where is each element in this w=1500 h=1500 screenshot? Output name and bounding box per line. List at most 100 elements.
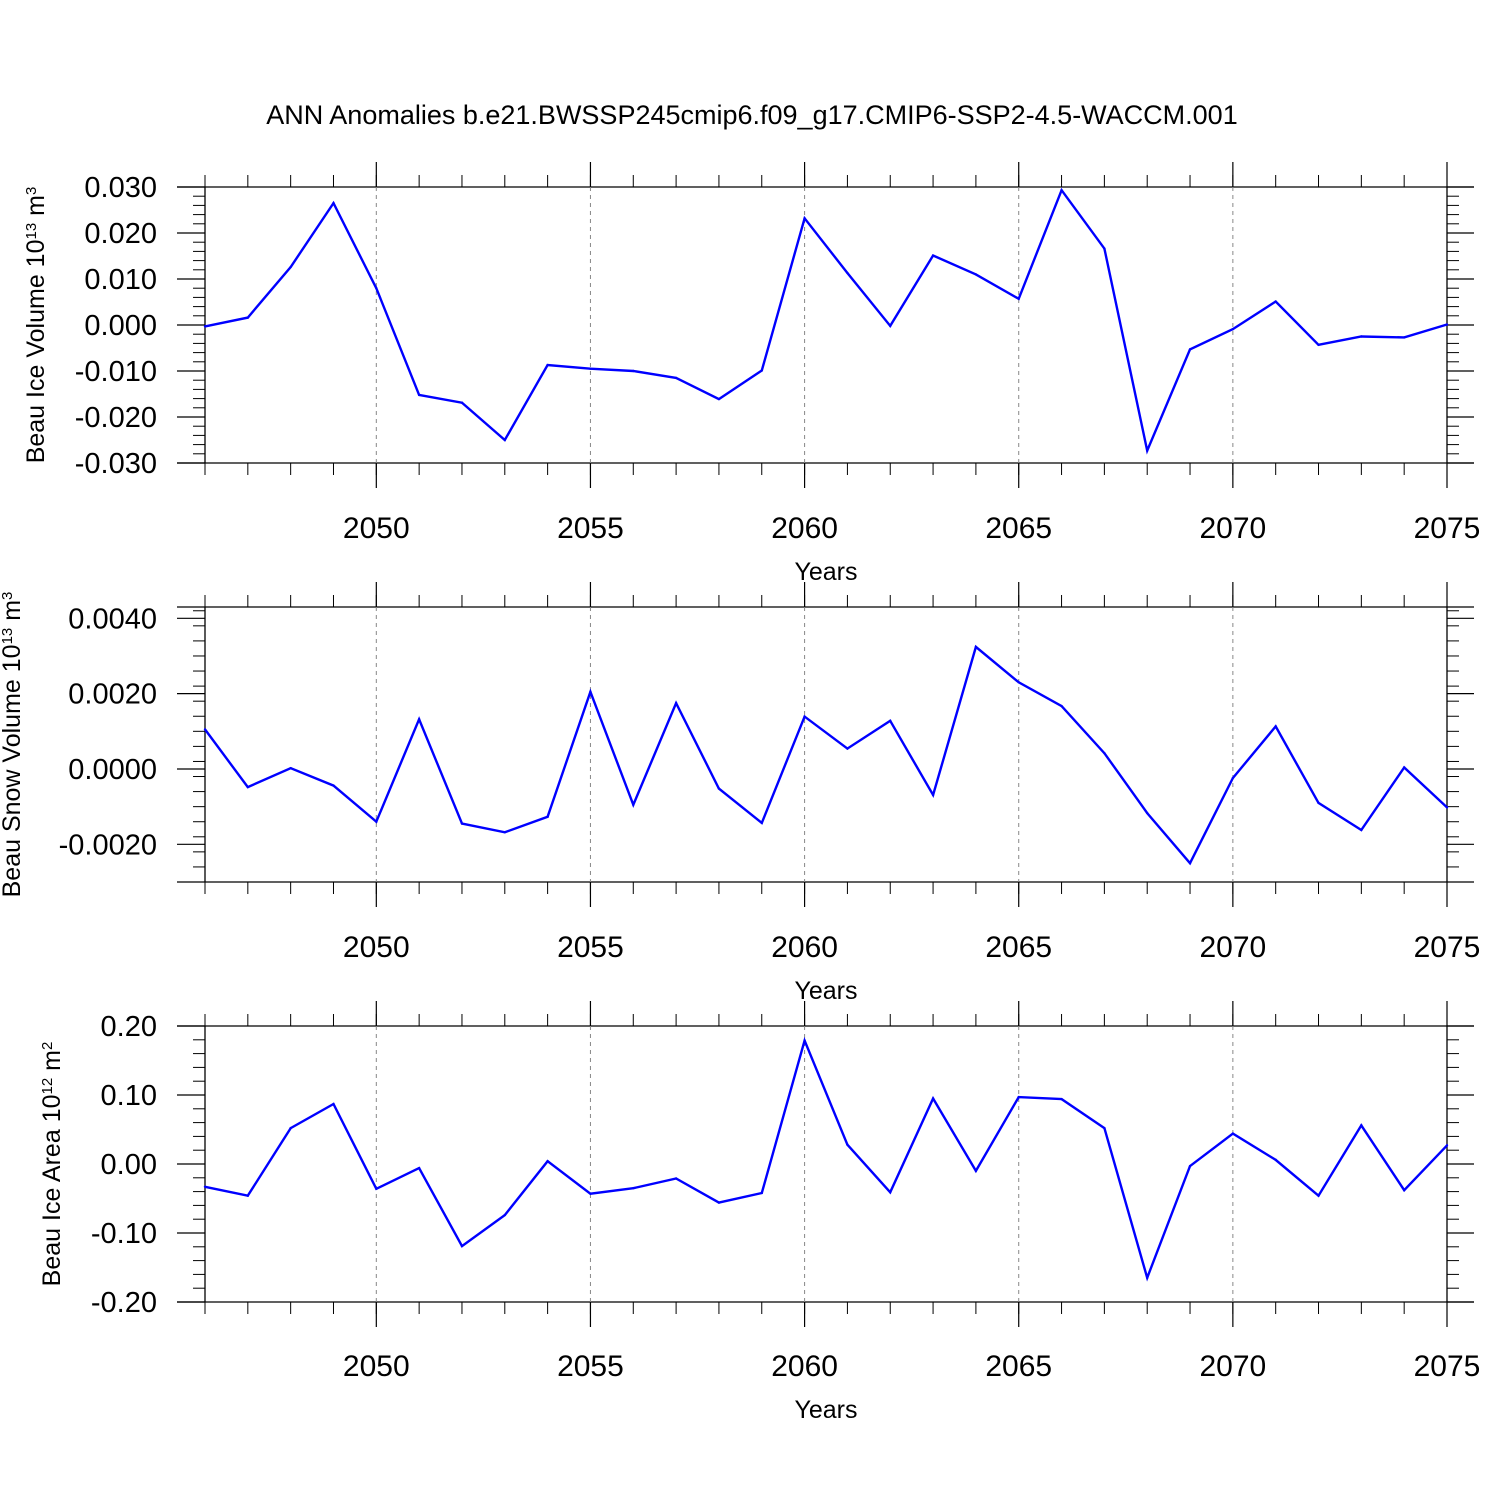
y-tick-label: -0.030 [75,448,157,480]
data-point [1317,343,1320,346]
data-point [203,728,207,731]
data-point [1317,801,1320,805]
data-point [1402,336,1406,339]
y-tick-label: 0.10 [101,1080,157,1112]
panel-3: 2050 2055 2060 2065 2070 2075 -0.20 -0.10 0.00 0.… [38,1001,1480,1424]
x-tick-label: 2060 [771,512,838,545]
x-axis-label: Years [794,1396,857,1424]
data-point [203,1185,207,1188]
x-axis-label: Years [794,977,857,1005]
data-point [1360,1124,1363,1127]
y-tick-label: 0.020 [84,218,157,250]
data-point [1103,751,1106,755]
data-point [632,369,635,373]
data-point [846,271,849,275]
y-tick-label: 0.010 [84,264,157,296]
y-axis-label-superscript: 3 [0,592,16,600]
data-point [760,821,763,825]
data-point [974,1169,978,1173]
x-tick-label: 2055 [557,1350,624,1383]
data-point [546,1160,549,1163]
x-tick-label: 2055 [557,931,624,964]
x-tick-label: 2050 [343,512,410,545]
x-tick-label: 2065 [985,1350,1052,1383]
data-point [460,822,464,825]
data-point [332,1102,335,1106]
data-point [503,1213,506,1217]
data-point [1060,704,1063,708]
y-axis-label: Beau Snow Volume 1013 m3 [0,592,26,898]
data-point [974,273,978,276]
data-point [1188,348,1192,351]
data-point [717,1201,721,1204]
data-point [1445,1144,1449,1147]
y-axis-label-superscript: 13 [23,223,40,240]
data-point [375,820,378,823]
data-point [417,393,421,397]
data-point [846,747,849,750]
x-tick-label: 2050 [343,1350,410,1383]
data-point [332,784,335,787]
data-point [1274,300,1277,303]
data-point [332,201,335,205]
data-point [460,401,464,404]
y-tick-label: -0.10 [91,1218,157,1250]
data-point [1274,725,1277,728]
data-point [1060,1097,1063,1101]
data-point [589,690,592,693]
data-point [1103,247,1106,250]
panel-1: 2050 2055 2060 2065 2070 2075 -0.030 -0.020 -0.0… [22,162,1480,586]
data-point [1231,776,1235,780]
y-tick-label: -0.020 [75,402,157,434]
data-point [1188,1164,1192,1168]
data-point [246,1194,250,1197]
data-point [1146,1276,1149,1280]
data-point [289,265,292,269]
data-point [803,1039,806,1042]
data-point [931,254,935,257]
data-point [632,1186,635,1190]
panel-2: 2050 2055 2060 2065 2070 2075 -0.0020 0.0000 0.0… [0,582,1480,1005]
data-point [1017,297,1020,300]
data-point [1231,1132,1235,1135]
data-point [803,715,806,718]
y-tick-label: 0.00 [101,1149,157,1181]
y-axis-label-text: m [38,1050,66,1078]
data-point [889,324,892,328]
y-tick-label: 0.030 [84,172,157,204]
x-tick-label: 2075 [1414,512,1481,545]
data-point [417,718,421,721]
data-point [589,367,592,370]
y-axis-label: Beau Ice Area 1012 m2 [38,1042,66,1287]
data-point [1445,323,1449,326]
y-axis-label-text: Beau Snow Volume 10 [0,644,26,897]
panels: 2050 2055 2060 2065 2070 2075 -0.030 -0.020 -0.0… [0,162,1480,1424]
data-point [1188,861,1192,865]
series-line [204,644,1448,866]
figure-title: ANN Anomalies b.e21.BWSSP245cmip6.f09_g1… [266,100,1237,130]
data-point [1360,335,1363,338]
data-point [203,325,207,328]
y-axis-label: Beau Ice Volume 1013 m3 [22,187,50,464]
data-point [375,287,378,290]
data-point [889,1191,892,1194]
series-line [204,187,1448,455]
data-point [1402,766,1406,769]
y-axis-label-superscript: 2 [39,1042,56,1050]
x-tick-label: 2065 [985,512,1052,545]
x-tick-label: 2070 [1199,512,1266,545]
y-axis-label-text: Beau Ice Area 10 [38,1095,66,1287]
y-axis-label-superscript: 12 [39,1078,56,1095]
data-point [674,701,678,705]
data-point [717,397,721,401]
data-point [289,767,292,770]
data-point [1146,449,1149,452]
y-tick-label: 0.0020 [68,679,157,711]
data-point [246,785,250,789]
y-tick-label: 0.000 [84,310,157,342]
data-point [931,793,935,797]
data-point [632,803,635,806]
data-point [1274,1158,1277,1162]
data-point [974,645,978,649]
